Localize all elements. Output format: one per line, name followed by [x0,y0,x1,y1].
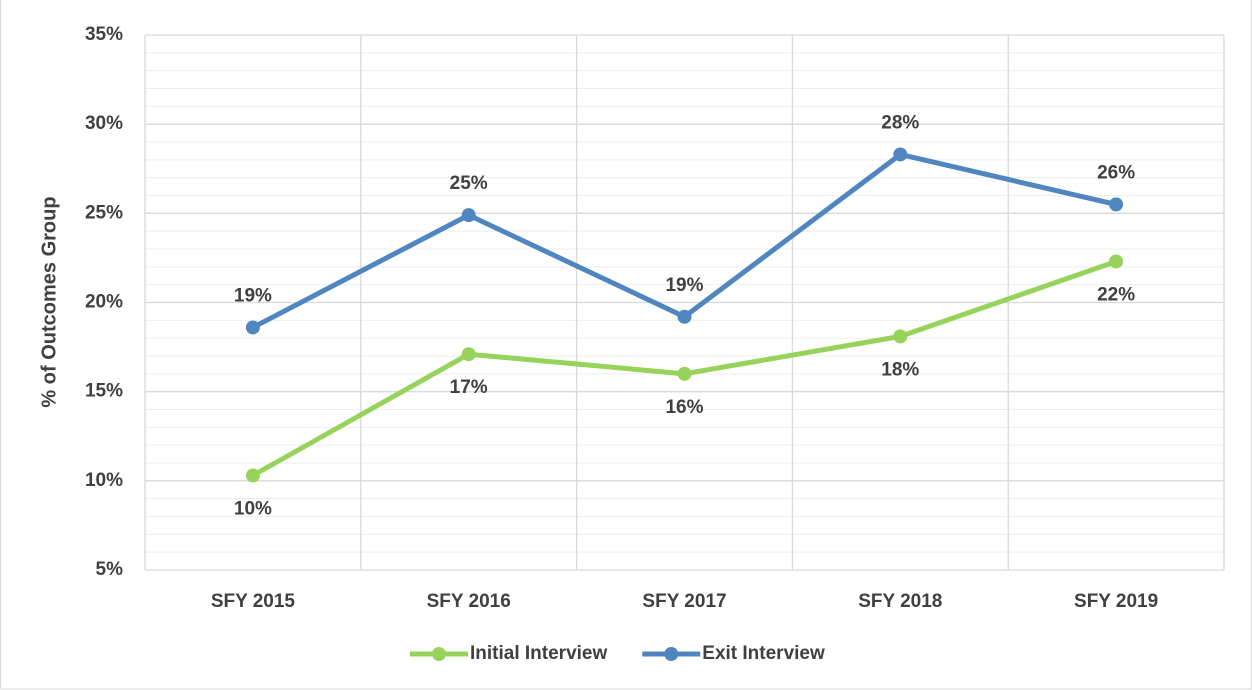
data-label: 17% [450,377,488,398]
data-label: 16% [665,397,703,418]
y-tick-label: 20% [85,292,123,313]
legend-label: Initial Interview [470,643,607,664]
x-tick-label: SFY 2019 [1074,591,1158,612]
data-label: 22% [1097,284,1135,305]
data-label: 19% [665,275,703,296]
legend-marker [664,647,679,661]
y-tick-label: 5% [96,559,124,580]
x-tick-label: SFY 2017 [642,591,726,612]
data-point [245,320,260,335]
data-label: 18% [881,359,919,380]
legend-marker [432,647,446,661]
x-tick-label: SFY 2016 [427,591,511,612]
data-point [461,347,476,362]
x-tick-label: SFY 2015 [211,591,296,612]
y-tick-label: 10% [85,470,123,491]
y-tick-label: 30% [85,113,123,134]
y-tick-label: 15% [85,381,123,402]
data-point [245,468,260,483]
data-label: 25% [450,173,488,194]
y-tick-label: 25% [85,202,123,223]
y-axis-label: % of Outcomes Group [38,196,60,407]
data-point [677,366,692,381]
x-tick-label: SFY 2018 [858,591,942,612]
y-tick-label: 35% [85,24,123,45]
data-point [677,309,692,324]
data-point [1109,254,1124,269]
data-point [893,147,908,162]
data-point [1109,197,1124,212]
data-point [893,329,908,344]
data-label: 19% [234,285,272,306]
data-label: 28% [881,112,919,133]
data-label: 10% [234,498,272,519]
data-label: 26% [1097,162,1135,183]
legend-label: Exit Interview [702,643,825,664]
data-point [461,208,476,223]
